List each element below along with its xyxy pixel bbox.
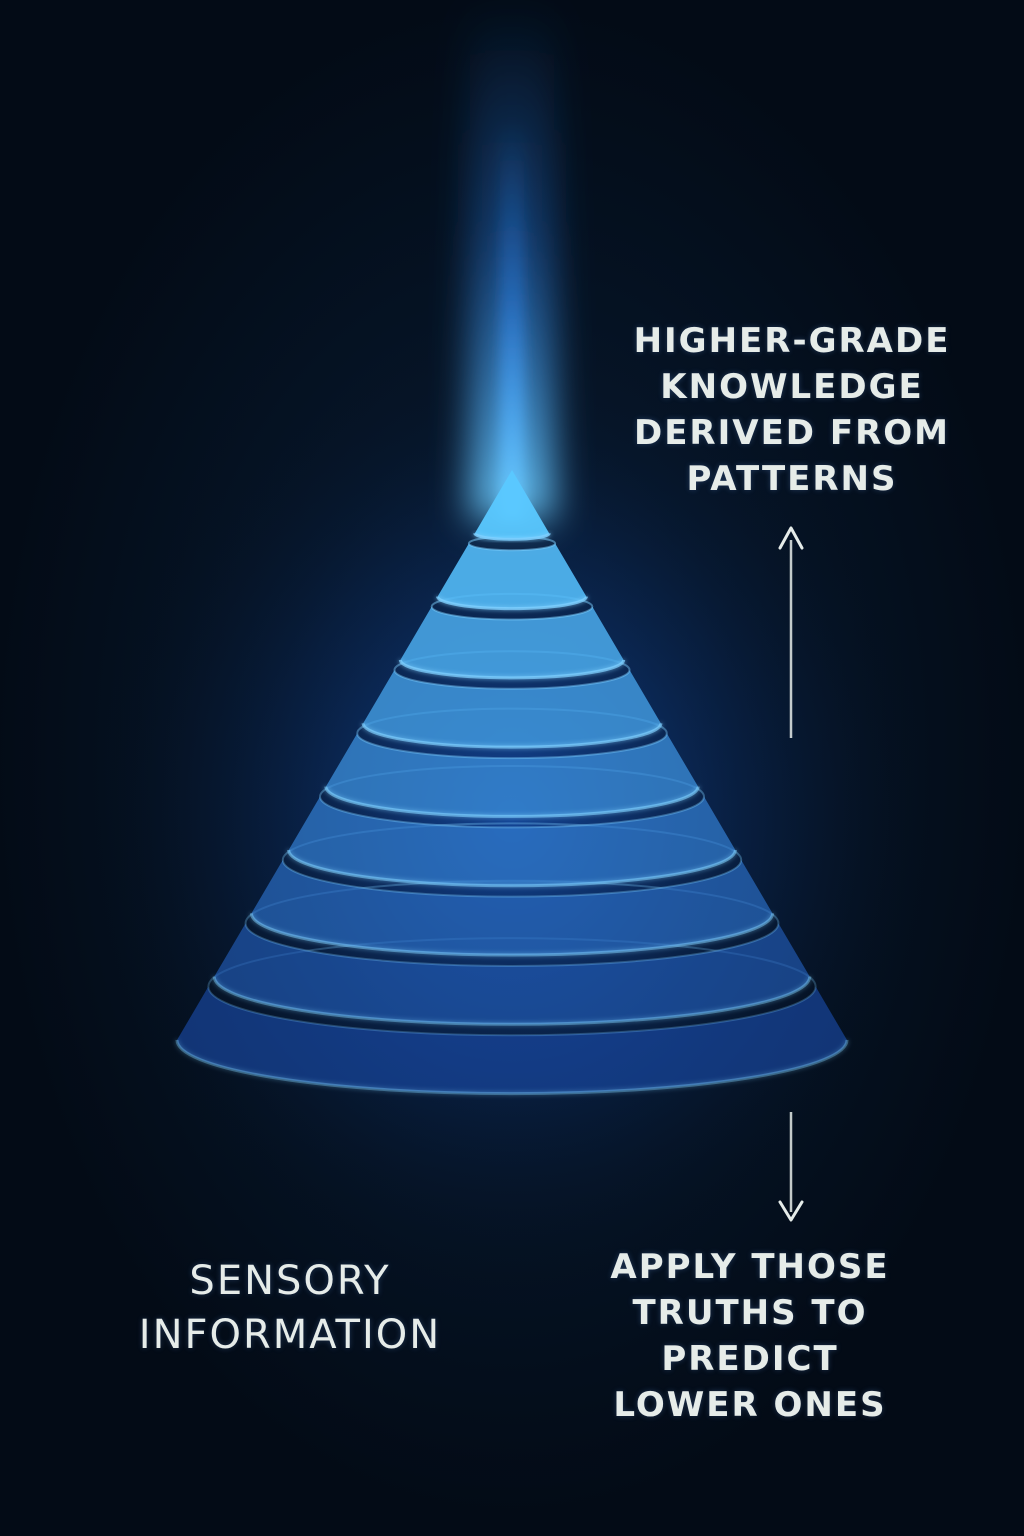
pyramid-tier: [473, 470, 551, 541]
higher-grade-knowledge-label: HIGHER-GRADE KNOWLEDGE DERIVED FROM PATT…: [633, 321, 951, 499]
pyramid-tier: [175, 937, 849, 1096]
pyramid-tiers: [175, 470, 849, 1096]
pyramid-tier: [249, 822, 775, 957]
arrow-up-icon: [778, 526, 804, 738]
predict-lower-ones-label: APPLY THOSE TRUTHS TO PREDICT LOWER ONES: [610, 1247, 890, 1425]
sensory-information-label: SENSORY INFORMATION: [138, 1258, 442, 1358]
pyramid-tier: [361, 650, 663, 749]
arrow-down-icon: [778, 1112, 804, 1222]
light-beam: [470, 0, 554, 520]
